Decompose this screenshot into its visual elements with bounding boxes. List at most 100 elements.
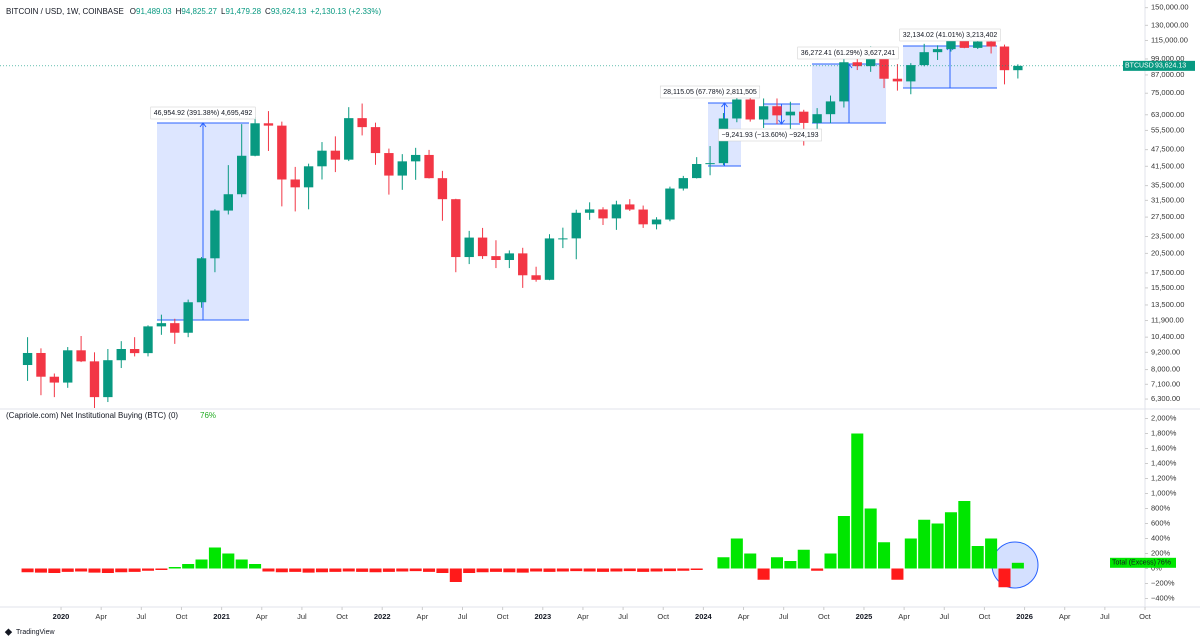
y-tick-label: 800% [1151, 503, 1171, 512]
y-tick-label: 9,200.00 [1151, 347, 1180, 356]
histogram-bar [530, 568, 543, 572]
candle-body [263, 123, 274, 126]
histogram-bar [851, 433, 864, 569]
histogram-bar [262, 568, 275, 572]
histogram-bar [650, 568, 663, 572]
histogram-bar [971, 546, 984, 569]
candle-body [692, 164, 702, 179]
histogram-bar [342, 568, 355, 572]
candle-body [651, 219, 662, 225]
y-tick-label: 17,500.00 [1151, 268, 1184, 277]
histogram-bar [101, 568, 114, 573]
y-tick-label: 200% [1151, 548, 1171, 557]
candle-body [464, 237, 474, 258]
ohlc-value: 93,624.13 [271, 7, 307, 16]
candle-body [76, 350, 86, 362]
y-tick-label: 6,300.00 [1151, 394, 1180, 403]
candle-body [237, 155, 247, 195]
candle-body [705, 163, 715, 165]
candle-body [384, 153, 394, 176]
candle-body [959, 39, 970, 48]
x-tick-label: Oct [979, 612, 992, 621]
brand: TradingView [16, 629, 55, 636]
histogram-bar [88, 568, 101, 573]
price-change: +2,130.13 (+2.33%) [310, 7, 381, 16]
legend-tag-bg [1110, 557, 1176, 568]
candle-body [156, 323, 167, 327]
x-tick-label: Jul [939, 612, 949, 621]
candle-body [665, 188, 675, 220]
histogram-bar [141, 568, 155, 571]
histogram-bar [543, 568, 556, 572]
ohlc-value: 94,825.27 [181, 7, 217, 16]
candle-body [839, 62, 849, 102]
price-tag-name: BTCUSD [1125, 63, 1154, 70]
candle-body [477, 237, 488, 257]
y-tick-label: 87,000.00 [1151, 70, 1184, 79]
candle-body [758, 106, 769, 120]
candle-body [732, 99, 742, 119]
x-tick-label: Oct [818, 612, 831, 621]
candle-body [919, 52, 929, 66]
x-tick-label: Apr [738, 612, 750, 621]
x-tick-label: 2026 [1016, 612, 1033, 621]
candle-body [906, 65, 916, 82]
indicator-value: 76% [200, 411, 216, 420]
candle-body [103, 360, 113, 398]
histogram-bar [182, 564, 195, 569]
candle-body [303, 166, 314, 188]
candle-body [451, 199, 461, 258]
candle-body [317, 150, 327, 167]
histogram-bar [436, 568, 449, 573]
histogram-bar [944, 512, 957, 569]
measure-label-bg [899, 28, 1001, 42]
histogram-bar [489, 568, 502, 572]
histogram-bar [275, 568, 288, 573]
candle-body [223, 194, 233, 211]
candle-body [437, 178, 448, 200]
y-tick-label: 75,000.00 [1151, 88, 1184, 97]
candle-body [531, 275, 541, 280]
histogram-bar [329, 568, 342, 572]
candle-body [558, 238, 568, 240]
measure-label: 32,134.02 (41.01%) 3,213,402 [903, 32, 998, 39]
ohlc-key: O [130, 7, 136, 16]
histogram-bar [382, 568, 395, 572]
candle-body [277, 125, 287, 180]
histogram-bar [222, 553, 235, 569]
candle-body [772, 106, 782, 116]
price-tag-value: 93,624.13 [1155, 63, 1186, 70]
histogram-bar [570, 568, 583, 572]
histogram-bar [168, 567, 181, 569]
candle-body [598, 209, 608, 219]
x-tick-label: 2021 [213, 612, 230, 621]
y-tick-label: 27,500.00 [1151, 212, 1184, 221]
candle-body [544, 238, 555, 280]
measure-label: −9,241.93 (−13.60%) −924,193 [721, 132, 818, 139]
candle-body [584, 209, 595, 213]
histogram-bar [757, 568, 770, 580]
x-tick-label: Oct [176, 612, 189, 621]
ohlc-value: 91,489.03 [136, 7, 172, 16]
histogram-bar [423, 568, 436, 572]
histogram-bar [904, 538, 917, 569]
candle-body [625, 204, 635, 210]
histogram-bar [315, 568, 329, 573]
candle-body [812, 114, 822, 123]
x-tick-label: 2024 [695, 612, 713, 621]
histogram-bar [637, 568, 650, 572]
histogram-bar [115, 568, 128, 573]
candle-body [571, 212, 581, 239]
x-tick-label: Oct [497, 612, 510, 621]
brand-logo: ◆ [4, 626, 13, 636]
legend-value: 76% [1157, 560, 1171, 567]
y-tick-label: 115,000.00 [1151, 35, 1188, 44]
candle-body [986, 41, 996, 47]
x-tick-label: Jul [297, 612, 307, 621]
candle-body [892, 78, 903, 82]
candle-body [518, 253, 528, 276]
histogram-bar [61, 568, 74, 572]
candle-body [932, 49, 943, 53]
x-tick-label: Apr [417, 612, 429, 621]
